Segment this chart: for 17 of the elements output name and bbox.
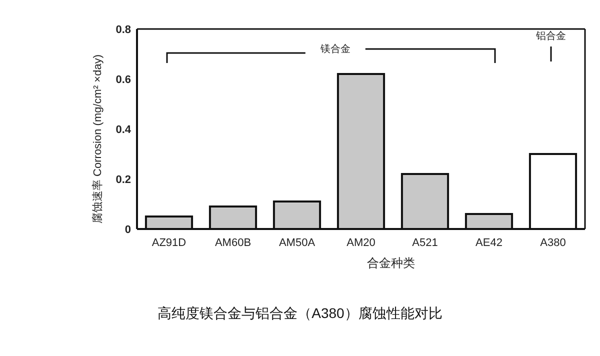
x-tick-label: A521 [412,237,438,249]
x-tick-label: AM20 [346,237,376,249]
y-tick-label: 0.2 [116,174,131,186]
y-axis-title: 腐蚀速率 Corrosion (mg/cm² ×day) [91,54,104,224]
y-tick-label: 0 [124,224,131,236]
x-tick-label: AM60B [214,237,252,249]
annotation: 镁合金 [319,43,350,55]
y-tick-label: 0.8 [116,24,131,36]
y-tick-label: 0.6 [116,74,131,86]
x-tick-label: AZ91D [152,237,186,249]
annotation: 铝合金 [535,30,566,42]
x-tick-label: AE42 [476,237,502,249]
x-axis-title: 合金种类 [367,256,415,270]
x-tick-label: A380 [540,237,566,249]
y-tick-label: 0.4 [116,124,132,136]
x-tick-label: AM50A [278,237,316,249]
text: 高纯度镁合金与铝合金（A380）腐蚀性能对比 [158,305,442,321]
